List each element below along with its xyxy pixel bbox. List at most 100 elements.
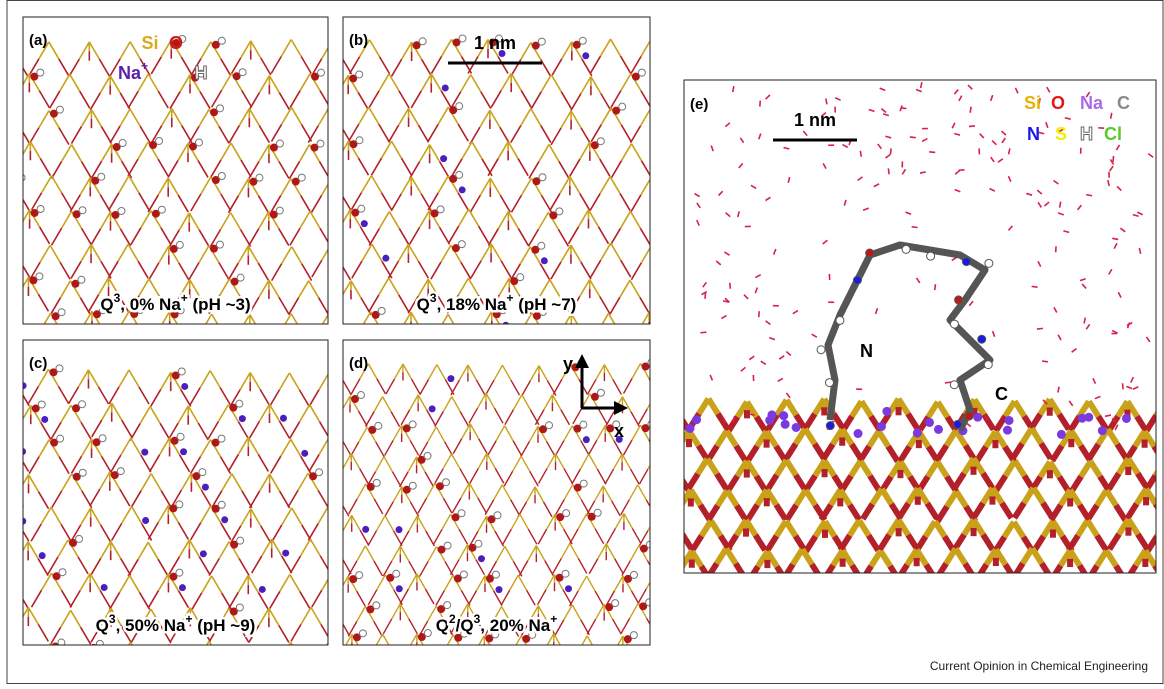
si-o-bond (601, 108, 611, 125)
si-o-bond (361, 176, 371, 193)
si-o-bond (298, 649, 307, 664)
sodium-ion (359, 620, 366, 627)
hydrogen-atom (59, 569, 66, 576)
si-o-bond (60, 347, 70, 364)
legend-text: Na (1080, 93, 1104, 113)
si-o-bond (352, 261, 362, 278)
si-o-bond (661, 195, 671, 212)
si-o-bond (655, 574, 664, 589)
si-o-bond (664, 409, 673, 424)
si-o-bond (610, 297, 620, 314)
water-molecule (1110, 166, 1113, 171)
si-o-bond (639, 313, 649, 330)
sodium-ion (380, 654, 387, 661)
water-molecule (725, 123, 730, 127)
si-o-bond (339, 346, 349, 363)
si-o-bond (333, 411, 342, 426)
si-o-bond (748, 505, 758, 520)
si-o-bond (459, 209, 469, 226)
si-o-bond (131, 491, 141, 508)
sodium-ion (514, 676, 521, 683)
si-o-bond (823, 444, 833, 459)
si-o-bond (334, 469, 343, 484)
si-o-bond (561, 245, 571, 262)
hydrogen-atom (119, 342, 126, 349)
si-o-bond (655, 558, 664, 573)
hydrogen-atom (58, 309, 65, 316)
legend-entry: Si (141, 33, 158, 53)
peptide-atom (836, 316, 844, 324)
si-o-bond (68, 387, 78, 404)
si-o-bond (635, 505, 645, 520)
si-o-bond (411, 362, 421, 379)
si-o-bond (579, 636, 588, 651)
si-o-bond (501, 261, 511, 278)
si-o-bond (10, 159, 20, 176)
si-o-bond (178, 195, 188, 212)
si-o-bond (425, 472, 434, 487)
si-o-bond (674, 604, 683, 619)
si-o-bond (428, 124, 438, 141)
hydrogen-atom (298, 174, 305, 181)
water-molecule (954, 89, 958, 94)
si-o-bond (641, 178, 651, 195)
si-o-bond (420, 210, 430, 227)
si-o-bond (651, 246, 661, 263)
si-o-bond (595, 664, 604, 679)
si-o-bond (1030, 594, 1040, 609)
si-o-bond (62, 145, 72, 162)
si-o-bond (490, 178, 500, 195)
si-o-bond (201, 506, 211, 523)
si-o-bond (298, 473, 308, 490)
si-o-bond (219, 658, 229, 675)
si-o-bond (291, 297, 301, 314)
water-molecule (697, 203, 700, 208)
si-o-bond (604, 365, 613, 380)
si-o-bond (335, 530, 344, 545)
si-o-bond (374, 499, 383, 514)
si-o-bond (334, 667, 343, 682)
si-o-bond (238, 437, 248, 454)
si-o-bond (581, 331, 591, 348)
si-o-bond (239, 645, 249, 662)
sodium-ion (781, 420, 790, 429)
si-o-bond (737, 506, 747, 521)
si-o-bond (897, 582, 907, 597)
si-o-bond (550, 280, 560, 297)
si-o-bond (632, 425, 641, 440)
si-o-bond (282, 107, 292, 124)
water-molecule (858, 177, 863, 181)
sodium-ion (502, 322, 509, 329)
si-o-bond (120, 109, 130, 126)
sodium-ion (619, 324, 626, 331)
si-o-bond (520, 514, 529, 529)
si-o-bond (614, 454, 623, 469)
si-o-bond (491, 244, 501, 261)
si-o-bond (290, 574, 300, 591)
si-o-bond (28, 607, 38, 624)
water-molecule (1008, 176, 1010, 181)
si-o-bond (219, 542, 229, 559)
si-o-bond (49, 42, 59, 59)
si-o-bond (547, 454, 556, 469)
si-o-bond (494, 485, 503, 500)
sodium-ion (39, 552, 46, 559)
water-molecule (1009, 148, 1010, 154)
hydrogen-atom (538, 38, 545, 45)
si-o-bond (325, 409, 334, 424)
si-o-bond (339, 541, 349, 558)
si-o-bond (428, 365, 437, 380)
si-o-bond (122, 420, 132, 437)
hydrogen-atom (677, 275, 684, 282)
si-o-bond (71, 127, 81, 144)
si-o-bond (250, 373, 260, 390)
water-molecule (1078, 205, 1082, 210)
si-o-bond (300, 74, 310, 91)
si-o-bond (122, 161, 132, 178)
si-o-bond (339, 455, 349, 472)
si-o-bond (61, 524, 71, 541)
si-o-bond (638, 589, 647, 604)
water-molecule (1054, 180, 1059, 184)
si-o-bond (39, 91, 49, 108)
si-o-bond (385, 502, 394, 517)
